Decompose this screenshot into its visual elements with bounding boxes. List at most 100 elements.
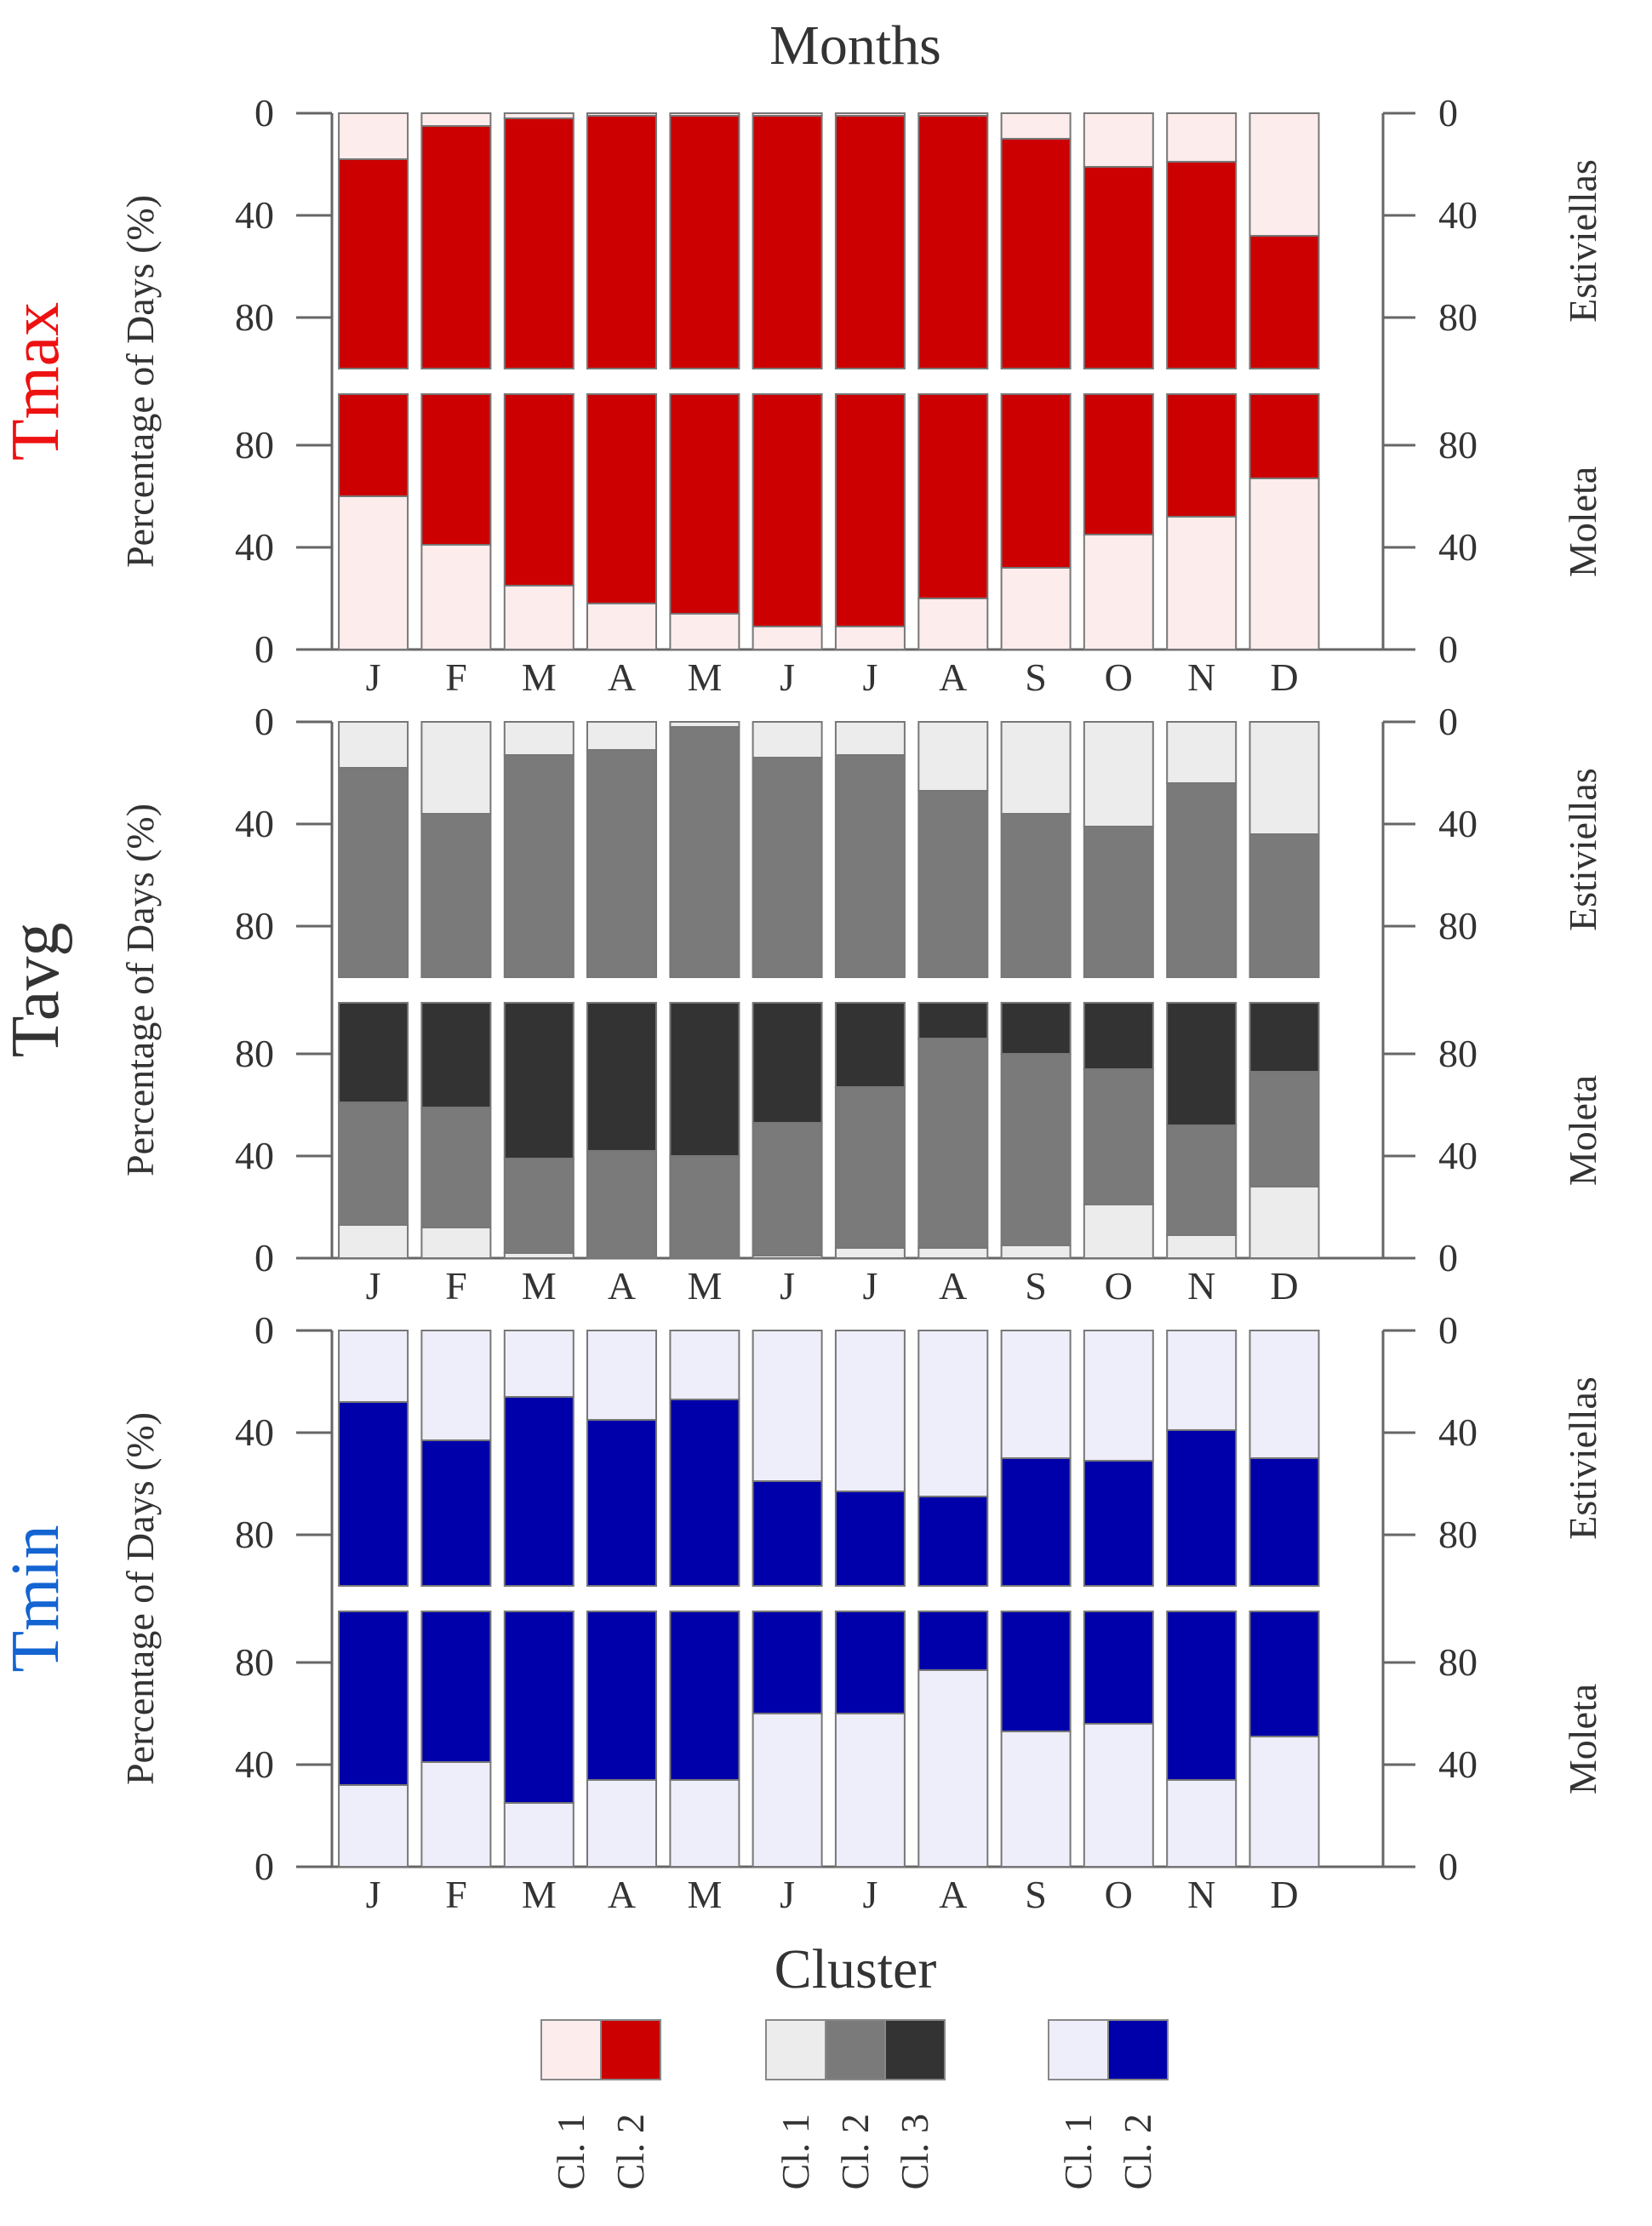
- bar-segment: [1083, 1068, 1154, 1205]
- bar-segment: [1000, 1611, 1072, 1732]
- bar-segment: [503, 1330, 574, 1398]
- station-bars-moleta: [338, 1611, 1320, 1868]
- right-tick-label: 0: [1438, 1845, 1458, 1888]
- bar-segment: [420, 1761, 492, 1868]
- bar-segment: [917, 721, 989, 792]
- bar-segment: [834, 1491, 906, 1587]
- bar-segment: [338, 1784, 409, 1868]
- bar-segment: [917, 1611, 989, 1671]
- right-tick-label: 40: [1438, 193, 1478, 237]
- left-tick-label: 0: [254, 700, 274, 743]
- right-tick-label: 0: [1438, 91, 1458, 134]
- bar-segment: [420, 1611, 492, 1763]
- left-tick-label: 80: [235, 904, 274, 947]
- bar-segment: [586, 1330, 657, 1421]
- bar-segment: [669, 1330, 740, 1400]
- station-bars-estiviellas: [338, 1330, 1320, 1587]
- bar-segment: [338, 1330, 409, 1403]
- legend-label: Cl. 1: [549, 2114, 592, 2189]
- bar-segment: [1083, 1723, 1154, 1868]
- bar-segment: [338, 393, 409, 497]
- bar-segment: [420, 125, 492, 369]
- bar-segment: [752, 721, 823, 758]
- month-label: M: [687, 1264, 722, 1308]
- bar-segment: [503, 1158, 574, 1254]
- bar-segment: [834, 115, 906, 369]
- left-tick-label: 80: [235, 1513, 274, 1556]
- month-label: M: [687, 655, 722, 699]
- bar-segment: [1083, 1204, 1154, 1259]
- left-tick-label: 40: [235, 193, 274, 237]
- month-label: A: [608, 1873, 636, 1916]
- bar-segment: [669, 1155, 740, 1259]
- month-label: D: [1270, 655, 1298, 699]
- bar-segment: [917, 790, 989, 978]
- legend-label: Cl. 3: [893, 2114, 936, 2189]
- bar-segment: [834, 721, 906, 756]
- month-label: A: [608, 1264, 636, 1308]
- bar-segment: [917, 1247, 989, 1259]
- bar-segment: [1000, 1002, 1072, 1055]
- month-label: F: [445, 1264, 467, 1308]
- bar-segment: [1166, 1611, 1238, 1781]
- bar-segment: [420, 1002, 492, 1108]
- bar-segment: [338, 158, 409, 369]
- month-label: M: [687, 1873, 722, 1916]
- bar-segment: [1166, 1124, 1238, 1236]
- month-label: S: [1025, 1873, 1047, 1916]
- bar-segment: [338, 767, 409, 978]
- month-label: J: [780, 1873, 795, 1916]
- bar-segment: [338, 1002, 409, 1103]
- bar-segment: [586, 1779, 657, 1868]
- month-label: J: [366, 655, 381, 699]
- bar-segment: [669, 1399, 740, 1587]
- legend-swatch: [1107, 2019, 1169, 2080]
- y-axis-label: Percentage of Days (%): [118, 195, 162, 568]
- bar-segment: [1249, 1071, 1320, 1187]
- station-label: Estiviellas: [1561, 768, 1604, 931]
- bar-segment: [669, 726, 740, 978]
- variable-label: Tmax: [0, 302, 73, 461]
- bar-segment: [420, 1330, 492, 1441]
- month-label: A: [939, 1264, 967, 1308]
- bar-segment: [338, 112, 409, 160]
- bar-segment: [420, 393, 492, 546]
- station-bars-estiviellas: [338, 112, 1320, 369]
- station-label: Moleta: [1561, 1684, 1604, 1794]
- bar-segment: [420, 813, 492, 978]
- left-tick-label: 80: [235, 423, 274, 466]
- legend-label: Cl. 1: [774, 2114, 817, 2189]
- bar-segment: [917, 598, 989, 650]
- month-label: J: [366, 1264, 381, 1308]
- bar-segment: [1249, 833, 1320, 978]
- bar-segment: [834, 1247, 906, 1259]
- bar-segment: [834, 1002, 906, 1088]
- month-label: N: [1187, 1264, 1215, 1308]
- month-label: A: [939, 1873, 967, 1916]
- right-tick-label: 40: [1438, 1134, 1478, 1177]
- bar-segment: [752, 1611, 823, 1714]
- right-tick-label: 80: [1438, 423, 1478, 466]
- left-tick-label: 40: [235, 1411, 274, 1454]
- bar-segment: [669, 393, 740, 615]
- bar-segment: [1083, 1002, 1154, 1070]
- right-tick-label: 80: [1438, 1032, 1478, 1075]
- bar-segment: [503, 1396, 574, 1587]
- left-tick-label: 80: [235, 1032, 274, 1075]
- bar-segment: [420, 721, 492, 815]
- bar-segment: [669, 115, 740, 369]
- month-label: O: [1105, 1873, 1133, 1916]
- bar-segment: [1166, 393, 1238, 518]
- month-label: J: [862, 655, 877, 699]
- bar-segment: [752, 626, 823, 650]
- bar-segment: [1000, 112, 1072, 140]
- chart-title: Months: [769, 14, 941, 77]
- month-label: F: [445, 1873, 467, 1916]
- bar-segment: [1083, 721, 1154, 827]
- right-tick-label: 0: [1438, 1236, 1458, 1279]
- bar-segment: [338, 721, 409, 769]
- month-label: S: [1025, 1264, 1047, 1308]
- legend-swatch: [540, 2019, 602, 2080]
- bar-segment: [586, 1611, 657, 1781]
- legend-swatch: [825, 2019, 886, 2080]
